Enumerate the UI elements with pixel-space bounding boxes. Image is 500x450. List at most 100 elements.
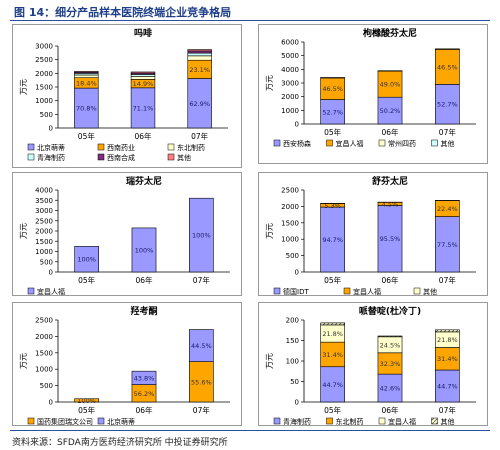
y-axis-label: 万元 <box>265 353 274 369</box>
legend-swatch <box>431 417 438 425</box>
legend-label: 宜昌人福 <box>37 287 65 296</box>
data-label: 44.7% <box>437 383 458 391</box>
bar-segment <box>320 206 346 273</box>
chart-title: 舒芬太尼 <box>372 175 408 187</box>
y-axis-label: 万元 <box>19 223 28 239</box>
y-tick-label: 4000 <box>35 187 53 195</box>
y-tick-label: 1000 <box>281 236 299 244</box>
data-label: 18.4% <box>76 79 97 87</box>
y-tick-label: 0 <box>49 399 53 407</box>
data-label: 4.5% <box>382 200 399 208</box>
legend-swatch <box>97 153 105 161</box>
bar-segment <box>74 74 99 79</box>
y-tick-label: 5000 <box>281 52 299 60</box>
data-label: 24.5% <box>380 341 401 349</box>
legend-label: 青海制药 <box>37 153 65 162</box>
legend-swatch <box>326 139 333 147</box>
legend-swatch <box>413 287 421 295</box>
data-label: 32.3% <box>380 360 401 368</box>
bar-segment <box>188 329 214 362</box>
bottom-rule <box>10 430 490 431</box>
legend-label: 其他 <box>441 139 455 148</box>
bar-segment <box>74 71 99 73</box>
data-label: 95.5% <box>380 235 401 243</box>
bar-segment <box>377 70 403 98</box>
data-label: 44.7% <box>322 381 343 389</box>
x-tick-label: 05年 <box>78 405 96 415</box>
legend-label: 宜昌人福 <box>353 287 381 296</box>
y-tick-label: 2000 <box>35 333 53 341</box>
x-tick-label: 06年 <box>381 127 399 137</box>
x-tick-label: 06年 <box>381 405 399 415</box>
legend-label: 东北制药 <box>177 143 205 152</box>
bar-segment <box>377 335 403 338</box>
chart-title: 枸橼酸芬太尼 <box>363 27 417 39</box>
y-axis-label: 万元 <box>19 79 28 95</box>
y-tick-label: 6000 <box>281 39 299 47</box>
data-label: 31.4% <box>437 355 458 363</box>
bar-segment <box>434 84 460 125</box>
data-label: 31.4% <box>322 351 343 359</box>
data-label: 71.1% <box>133 104 154 112</box>
legend-swatch <box>27 287 35 295</box>
legend-label: 宜昌人福 <box>388 417 416 426</box>
y-tick-label: 1000 <box>35 248 53 256</box>
x-tick-label: 07年 <box>439 275 457 285</box>
legend-label: 常州四药 <box>388 139 416 148</box>
data-label: 43.8% <box>134 374 155 382</box>
bar-segment <box>131 227 157 273</box>
chart-title: 吗啡 <box>134 27 152 39</box>
y-axis-label: 万元 <box>265 75 274 91</box>
x-tick-label: 05年 <box>324 127 342 137</box>
bar-segment <box>434 329 460 333</box>
legend-swatch <box>167 143 175 151</box>
bar-segment <box>377 205 403 273</box>
y-tick-label: 2500 <box>281 187 299 195</box>
data-label: 23.1% <box>189 66 210 74</box>
y-tick-label: 1500 <box>281 219 299 227</box>
legend-swatch <box>97 417 105 425</box>
data-label: 22.4% <box>437 205 458 213</box>
y-tick-label: 2500 <box>35 317 53 325</box>
chart-title: 羟考酮 <box>130 305 157 317</box>
legend-swatch <box>273 287 281 295</box>
data-label: 100% <box>77 397 96 405</box>
figure-title: 图 14：细分产品样本医院终端企业竞争格局 <box>14 6 232 19</box>
data-label: 77.5% <box>437 241 458 249</box>
bar-segment <box>187 55 212 61</box>
data-label: 21.8% <box>322 330 343 338</box>
x-tick-label: 06年 <box>135 275 153 285</box>
x-tick-label: 07年 <box>193 275 211 285</box>
y-tick-label: 2000 <box>281 93 299 101</box>
y-tick-label: 0 <box>49 269 53 277</box>
legend-label: 德国IDT <box>283 287 309 296</box>
data-label: 50.2% <box>380 107 401 115</box>
bar-segment <box>130 71 156 74</box>
data-label: 14.9% <box>133 80 154 88</box>
legend-swatch <box>97 143 105 151</box>
data-label: 49.0% <box>380 81 401 89</box>
x-tick-label: 05年 <box>78 275 96 285</box>
y-tick-label: 2000 <box>35 70 53 78</box>
bar-segment <box>187 52 212 57</box>
legend-swatch <box>273 417 281 425</box>
y-tick-label: 500 <box>40 258 53 266</box>
data-label: 56.2% <box>134 390 155 398</box>
bar-segment <box>130 76 156 80</box>
x-tick-label: 06年 <box>134 131 152 141</box>
bar-segment <box>188 361 214 403</box>
y-tick-label: 1000 <box>281 107 299 115</box>
x-tick-label: 07年 <box>191 131 209 141</box>
bar-segment <box>320 99 346 125</box>
top-rule <box>10 20 490 21</box>
x-tick-label: 07年 <box>439 405 457 415</box>
x-tick-label: 05年 <box>324 275 342 285</box>
y-tick-label: 500 <box>286 252 299 260</box>
y-tick-label: 2500 <box>35 217 53 225</box>
data-label: 94.7% <box>322 236 343 244</box>
y-tick-label: 100 <box>286 358 299 366</box>
legend-label: 其他 <box>441 417 455 426</box>
